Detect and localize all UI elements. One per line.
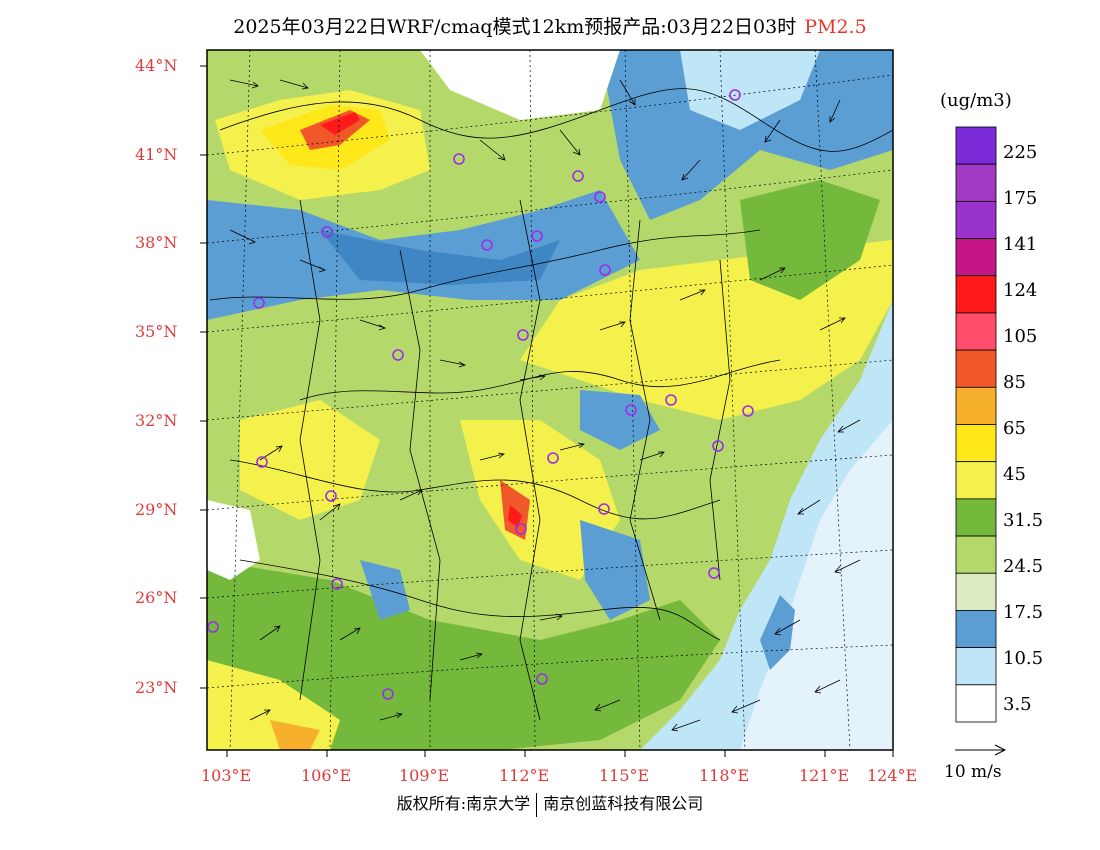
copyright-footer: 版权所有:南京大学 南京创蓝科技有限公司	[0, 790, 1100, 817]
graticule	[207, 50, 893, 750]
legend-swatch	[955, 647, 997, 686]
legend-label: 85	[1003, 372, 1026, 393]
concentration-field	[207, 50, 893, 750]
lat-label: 26°N	[135, 588, 178, 607]
legend-swatch	[955, 163, 997, 202]
station-markers	[207, 89, 754, 700]
legend-label: 17.5	[1003, 602, 1044, 623]
legend-label: 65	[1003, 418, 1026, 439]
legend-swatch	[955, 386, 997, 425]
reference-vector-label: 10 m/s	[944, 762, 1002, 782]
legend-swatch	[955, 424, 997, 463]
legend-swatch	[955, 275, 997, 314]
legend-label: 31.5	[1003, 510, 1044, 531]
title-pollutant: PM2.5	[804, 16, 867, 38]
province-boundaries	[209, 88, 893, 721]
reference-vector-arrow	[955, 744, 1007, 756]
legend-label: 124	[1003, 280, 1038, 301]
legend-swatch	[955, 498, 997, 537]
title-main: 2025年03月22日WRF/cmaq模式12km预报产品:03月22日03时	[233, 16, 797, 38]
legend-swatch	[955, 349, 997, 388]
legend-label: 24.5	[1003, 556, 1044, 577]
lat-label: 38°N	[135, 233, 178, 252]
lat-label: 23°N	[135, 678, 178, 697]
map-frame	[206, 49, 894, 751]
legend-swatch	[955, 461, 997, 500]
axis-ticks	[200, 65, 894, 757]
legend-label: 141	[1003, 234, 1038, 255]
legend-swatch	[955, 312, 997, 351]
legend-label: 225	[1003, 142, 1038, 163]
lon-label: 109°E	[399, 766, 450, 785]
legend-label: 175	[1003, 188, 1038, 209]
lon-label: 103°E	[201, 766, 252, 785]
lat-label: 35°N	[135, 322, 178, 341]
legend-label: 105	[1003, 326, 1038, 347]
wind-arrows	[229, 79, 861, 732]
footer-divider	[536, 792, 538, 817]
legend-color-bar	[955, 126, 997, 723]
lat-label: 32°N	[135, 411, 178, 430]
legend-label: 10.5	[1003, 648, 1044, 669]
lon-label: 115°E	[599, 766, 650, 785]
lat-label: 29°N	[135, 500, 178, 519]
lon-label: 124°E	[867, 766, 918, 785]
lon-label: 112°E	[499, 766, 550, 785]
lon-label: 106°E	[301, 766, 352, 785]
legend-swatch	[955, 610, 997, 649]
legend-swatch	[955, 684, 997, 723]
legend-swatch	[955, 572, 997, 611]
legend-swatch	[955, 238, 997, 277]
lat-label: 41°N	[135, 145, 178, 164]
map-title: 2025年03月22日WRF/cmaq模式12km预报产品:03月22日03时 P…	[0, 12, 1100, 39]
copyright-company: 南京创蓝科技有限公司	[543, 794, 704, 813]
copyright-owner: 版权所有:南京大学	[396, 794, 531, 813]
legend-label: 45	[1003, 464, 1026, 485]
legend-swatch	[955, 200, 997, 239]
lat-label: 44°N	[135, 56, 178, 75]
legend-swatch	[955, 126, 997, 165]
legend-label: 3.5	[1003, 694, 1032, 715]
lon-label: 121°E	[799, 766, 850, 785]
lon-label: 118°E	[699, 766, 750, 785]
legend-swatch	[955, 535, 997, 574]
legend-unit: (ug/m3)	[940, 90, 1012, 111]
